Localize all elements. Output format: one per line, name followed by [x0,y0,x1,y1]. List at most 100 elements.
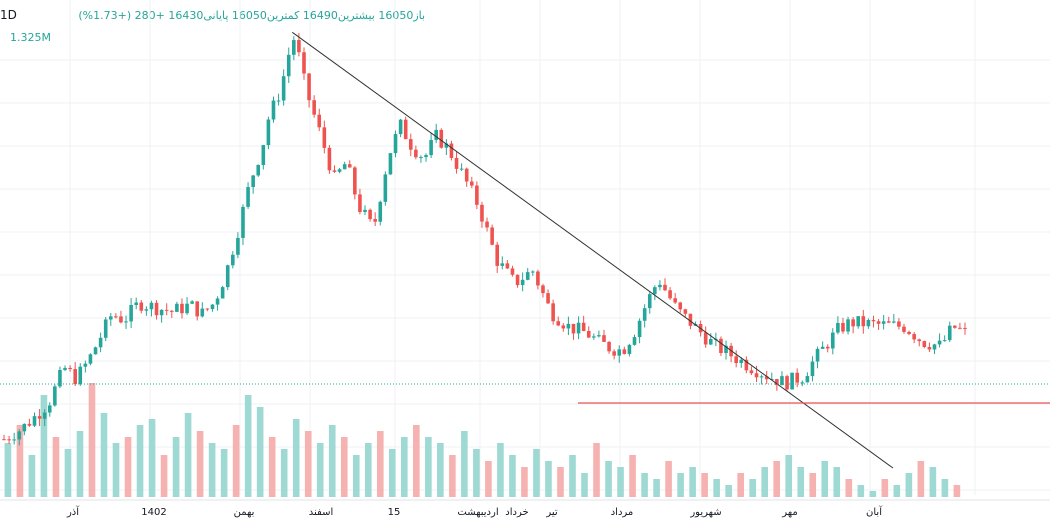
x-tick-label: مهر [781,507,797,518]
x-tick-label: 15 [388,507,401,518]
volume-bar [809,473,817,497]
candle [459,163,464,171]
candle [210,304,215,312]
volume-label: 1.325M [10,31,51,44]
candle [434,123,438,144]
volume-bar [64,449,72,497]
candle [286,47,291,83]
candle [515,274,520,288]
candle [398,118,403,138]
candle [195,301,200,321]
candle [134,297,139,310]
volume-bar [773,461,781,497]
candle [581,315,586,332]
volume-bar [893,485,901,497]
candle [495,241,500,273]
candle [597,330,601,338]
candle [190,300,194,304]
candle [256,164,261,177]
volume-bar [941,479,949,497]
candle [500,256,505,270]
candle [841,317,845,334]
candle [627,343,632,357]
candle [37,409,42,427]
candle [963,322,967,335]
candle [856,316,861,329]
volume-bar [509,455,516,497]
candle [958,322,962,330]
volume-bar [701,473,708,497]
candle [668,287,672,300]
candle [531,270,535,276]
candle [927,342,932,352]
candle [525,268,530,281]
volume-bar [713,479,720,497]
candle [139,300,144,314]
candle [114,313,118,319]
candle [388,152,393,175]
candle [734,350,738,368]
volume-bar [389,449,396,497]
candle [17,429,22,446]
timeframe-label[interactable]: 1D [0,8,17,22]
candle [464,167,469,187]
x-tick-label: آذر [66,505,80,518]
candle [937,333,942,348]
volume-bar [953,485,961,497]
volume-bar [665,461,672,497]
candle [632,334,637,346]
volume-bar [172,437,180,497]
volume-bar [737,473,744,497]
candle [73,362,77,386]
candle [292,36,296,61]
volume-bar [160,455,168,497]
volume-bar [845,479,853,497]
candle [536,269,540,290]
volume-bar [52,437,60,497]
candle [368,208,372,222]
candle [439,128,444,149]
candle [520,272,525,292]
candle [780,371,784,386]
candle [261,144,266,170]
candle [154,300,159,320]
volume-bar [497,443,504,497]
ohlc-legend: 1D باز16050 بیشترین16490 کمترین16050 پای… [0,8,425,22]
trend-line[interactable] [292,31,894,469]
candle [144,306,149,316]
candle [47,402,52,417]
candle [414,145,418,160]
candle [942,335,947,342]
candle [12,432,16,445]
volume-bar [88,383,96,497]
volume-bar [857,485,865,497]
volume-bar [184,413,192,497]
volume-bar [869,491,877,497]
volume-bar [124,437,132,497]
volume-bar [76,431,84,497]
candle [617,345,622,363]
candle [917,338,922,347]
volume-bar [256,407,264,497]
candle [851,316,855,334]
candle [27,418,32,427]
volume-bar [533,449,540,497]
volume-bar [461,431,468,497]
volume-bars [4,383,961,497]
candle [307,72,311,108]
candle [810,356,815,382]
candle [424,153,428,162]
volume-bar [437,443,444,497]
candle [347,160,352,168]
candle [546,289,550,305]
candle [566,316,571,336]
candle [871,315,876,328]
volume-bar [316,443,324,497]
volume-bar [605,461,612,497]
candle [246,182,250,209]
candle [225,264,230,291]
candle [231,251,235,269]
volume-bar [677,473,684,497]
